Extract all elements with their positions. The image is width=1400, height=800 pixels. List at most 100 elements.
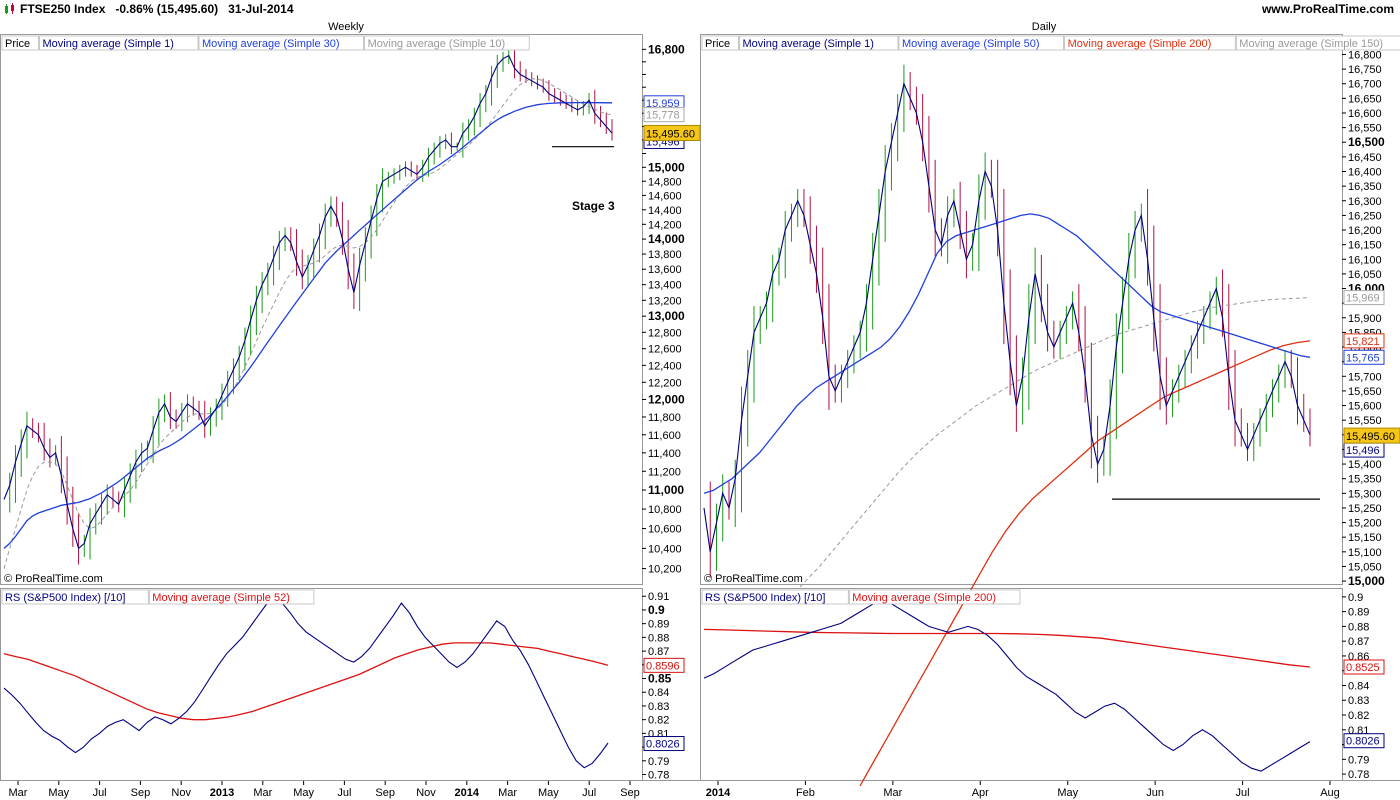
candlestick-icon — [5, 3, 14, 14]
daily-rs-ma-line — [703, 628, 1311, 668]
x-tick-label: 2013 — [210, 787, 234, 799]
y-tick-label: 11,600 — [648, 430, 681, 442]
y-tick-label: 13,200 — [648, 295, 682, 307]
legend-item: Price — [705, 38, 730, 50]
weekly-price-label: 15,495.60 — [646, 128, 695, 140]
y-tick-label: 0.89 — [648, 619, 669, 631]
y-tick-label: 16,350 — [1348, 181, 1382, 193]
legend-item: Moving average (Simple 200) — [852, 592, 996, 604]
daily-rs-label: 0.8026 — [1346, 736, 1380, 748]
y-tick-label: 13,400 — [648, 280, 682, 292]
legend-item: Moving average (Simple 52) — [152, 592, 290, 604]
legend-box — [1235, 35, 1400, 51]
daily-sma200-line — [859, 340, 1311, 787]
y-tick-label: 16,600 — [1348, 108, 1382, 120]
daily-sma50-label-box — [1343, 349, 1385, 365]
x-tick-label: Feb — [796, 787, 815, 799]
y-tick-label: 0.91 — [648, 591, 669, 603]
weekly-title: Weekly — [328, 21, 364, 33]
y-tick-label: 16,150 — [1348, 240, 1382, 252]
legend-box — [739, 35, 899, 51]
legend-item: RS (S&P500 Index) [/10] — [5, 592, 125, 604]
y-tick-label: 0.9 — [1348, 592, 1363, 604]
y-tick-label: 0.78 — [1348, 769, 1369, 781]
daily-sma50-line — [703, 213, 1311, 494]
y-tick-label: 10,200 — [648, 564, 682, 576]
weekly-copyright: © ProRealTime.com — [4, 573, 103, 585]
x-tick-label: 2014 — [455, 787, 480, 799]
y-tick-label: 13,800 — [648, 249, 682, 261]
x-tick-label: Mar — [498, 787, 517, 799]
site-link[interactable]: www.ProRealTime.com — [1261, 2, 1394, 16]
x-tick-label: 2014 — [706, 787, 731, 799]
x-tick-label: Mar — [253, 787, 272, 799]
x-tick-label: May — [1057, 787, 1078, 799]
y-tick-label: 15,000 — [1348, 574, 1385, 588]
y-tick-label: 16,550 — [1348, 123, 1382, 135]
daily-rs-label-box — [1343, 733, 1385, 749]
y-tick-label: 14,600 — [648, 190, 682, 202]
y-tick-label: 14,800 — [648, 176, 682, 188]
x-tick-label: Mar — [883, 787, 902, 799]
y-tick-label: 14,400 — [648, 205, 682, 217]
y-tick-label: 0.83 — [1348, 695, 1369, 707]
weekly-sma10-label: 15,778 — [646, 110, 680, 122]
y-tick-label: 15,200 — [1348, 518, 1382, 530]
y-tick-label: 15,600 — [1348, 401, 1382, 413]
y-tick-label: 16,050 — [1348, 269, 1382, 281]
y-tick-label: 13,000 — [648, 309, 685, 323]
x-tick-label: May — [293, 787, 314, 799]
y-tick-label: 12,600 — [648, 344, 682, 356]
x-tick-label: Aug — [1320, 787, 1340, 799]
y-tick-label: 16,200 — [1348, 225, 1382, 237]
daily-sma200-label-box — [1343, 333, 1385, 349]
legend-item: Moving average (Simple 1) — [743, 38, 874, 50]
weekly-rs-label: 0.8026 — [646, 739, 680, 751]
y-tick-label: 10,600 — [648, 524, 682, 536]
y-tick-label: 0.88 — [1348, 621, 1369, 633]
y-tick-label: 12,200 — [648, 377, 682, 389]
instrument-summary: FTSE250 Index -0.86% (15,495.60) 31-Jul-… — [20, 2, 294, 16]
y-tick-label: 15,350 — [1348, 474, 1382, 486]
y-tick-label: 16,300 — [1348, 196, 1382, 208]
y-tick-label: 11,400 — [648, 448, 681, 460]
price-change: -0.86% (15,495.60) — [115, 2, 219, 16]
y-tick-label: 0.83 — [648, 701, 669, 713]
legend-box — [1, 35, 39, 51]
y-tick-label: 11,000 — [648, 483, 684, 497]
y-tick-label: 0.78 — [648, 770, 669, 782]
legend-box — [364, 35, 530, 51]
y-tick-label: 15,700 — [1348, 371, 1382, 383]
y-tick-label: 16,500 — [1348, 135, 1385, 149]
daily-sma150-line — [799, 297, 1311, 588]
daily-price-line — [703, 81, 1311, 552]
y-tick-label: 13,600 — [648, 264, 682, 276]
x-tick-label: Jul — [93, 787, 107, 799]
weekly-sma10-line — [3, 78, 613, 569]
panel-frame — [0, 588, 643, 781]
y-tick-label: 15,000 — [648, 160, 685, 174]
x-tick-label: Nov — [171, 787, 191, 799]
y-tick-label: 16,250 — [1348, 210, 1382, 222]
panel-frame — [700, 34, 1343, 585]
y-tick-label: 0.84 — [1348, 680, 1369, 692]
y-tick-label: 14,200 — [648, 219, 682, 231]
legend-box — [1064, 35, 1236, 51]
legend-box — [898, 35, 1065, 51]
x-tick-label: May — [538, 787, 559, 799]
y-tick-label: 12,800 — [648, 327, 682, 339]
weekly-sma30-line — [3, 101, 612, 549]
panel-frame — [0, 34, 643, 585]
y-tick-label: 15,550 — [1348, 415, 1382, 427]
daily-price-label: 15,495.60 — [1346, 431, 1395, 443]
x-tick-label: Sep — [375, 787, 395, 799]
y-tick-label: 0.82 — [1348, 710, 1369, 722]
weekly-sma10-label-box — [643, 107, 685, 123]
legend-box — [39, 35, 199, 51]
y-tick-label: 15,400 — [1348, 459, 1382, 471]
weekly-rs-line — [3, 595, 609, 769]
daily-sma150-label-box — [1343, 290, 1385, 306]
y-tick-label: 15,050 — [1348, 561, 1382, 573]
weekly-sma30-label: 15,959 — [646, 98, 680, 110]
legend-item: Moving average (Simple 10) — [368, 38, 506, 50]
